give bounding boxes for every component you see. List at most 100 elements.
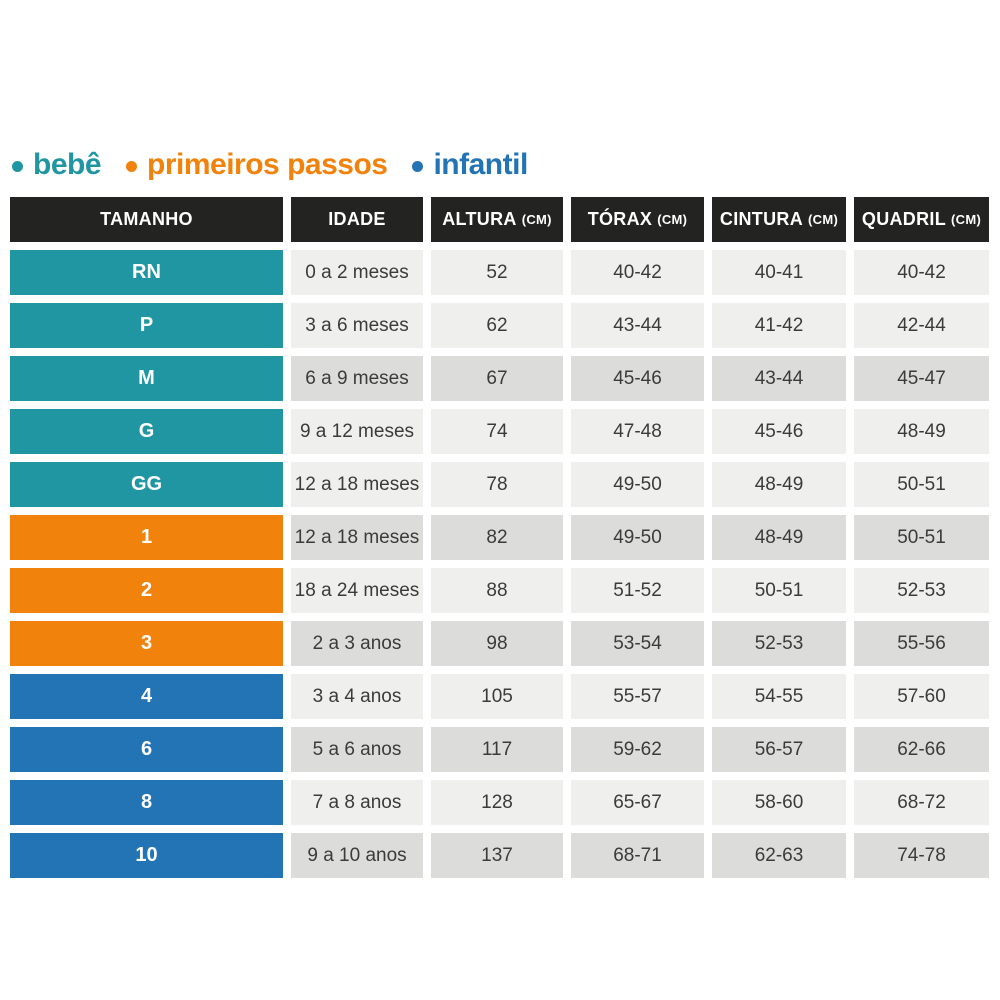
bullet-icon (126, 161, 138, 172)
height-cell: 52 (431, 250, 563, 295)
height-cell: 74 (431, 409, 563, 454)
waist-cell: 45-46 (712, 409, 846, 454)
chest-cell: 59-62 (571, 727, 704, 772)
size-cell-10: 10 (10, 833, 283, 878)
waist-cell: 62-63 (712, 833, 846, 878)
hip-cell: 55-56 (854, 621, 989, 666)
chest-cell: 47-48 (571, 409, 704, 454)
height-cell: 82 (431, 515, 563, 560)
waist-cell: 48-49 (712, 462, 846, 507)
column-header-unit: (CM) (951, 212, 982, 227)
legend-item-primeiros-passos: primeiros passos (126, 148, 388, 182)
size-cell-1: 1 (10, 515, 283, 560)
height-cell: 62 (431, 303, 563, 348)
size-cell-3: 3 (10, 621, 283, 666)
bullet-icon (412, 161, 424, 172)
size-table: TAMANHO IDADE ALTURA (CM) TÓRAX (CM) CINTURA (C… (10, 197, 989, 878)
hip-cell: 40-42 (854, 250, 989, 295)
waist-cell: 43-44 (712, 356, 846, 401)
chest-cell: 49-50 (571, 462, 704, 507)
age-cell: 6 a 9 meses (291, 356, 423, 401)
hip-cell: 52-53 (854, 568, 989, 613)
size-cell-P: P (10, 303, 283, 348)
column-header-label: ALTURA (442, 209, 517, 229)
legend-item-bebe: bebê (12, 148, 102, 182)
legend: bebê primeiros passos infantil (12, 148, 528, 182)
chest-cell: 40-42 (571, 250, 704, 295)
waist-cell: 56-57 (712, 727, 846, 772)
age-cell: 3 a 6 meses (291, 303, 423, 348)
waist-cell: 50-51 (712, 568, 846, 613)
hip-cell: 48-49 (854, 409, 989, 454)
column-header-unit: (CM) (657, 212, 688, 227)
legend-label: infantil (433, 148, 528, 181)
column-header-cintura: CINTURA (CM) (712, 197, 846, 242)
column-header-idade: IDADE (291, 197, 423, 242)
size-cell-RN: RN (10, 250, 283, 295)
height-cell: 137 (431, 833, 563, 878)
height-cell: 117 (431, 727, 563, 772)
waist-cell: 41-42 (712, 303, 846, 348)
size-cell-GG: GG (10, 462, 283, 507)
size-cell-2: 2 (10, 568, 283, 613)
age-cell: 9 a 10 anos (291, 833, 423, 878)
height-cell: 67 (431, 356, 563, 401)
age-cell: 5 a 6 anos (291, 727, 423, 772)
hip-cell: 42-44 (854, 303, 989, 348)
height-cell: 128 (431, 780, 563, 825)
column-header-altura: ALTURA (CM) (431, 197, 563, 242)
legend-label: bebê (33, 148, 102, 181)
size-cell-G: G (10, 409, 283, 454)
age-cell: 9 a 12 meses (291, 409, 423, 454)
legend-item-infantil: infantil (412, 148, 528, 182)
chest-cell: 51-52 (571, 568, 704, 613)
size-cell-M: M (10, 356, 283, 401)
column-header-unit: (CM) (521, 212, 552, 227)
waist-cell: 58-60 (712, 780, 846, 825)
hip-cell: 68-72 (854, 780, 989, 825)
column-header-tamanho: TAMANHO (10, 197, 283, 242)
column-header-label: CINTURA (719, 209, 803, 229)
hip-cell: 74-78 (854, 833, 989, 878)
column-header-unit: (CM) (808, 212, 839, 227)
hip-cell: 62-66 (854, 727, 989, 772)
hip-cell: 50-51 (854, 515, 989, 560)
column-header-label: TÓRAX (587, 209, 653, 229)
size-cell-6: 6 (10, 727, 283, 772)
waist-cell: 40-41 (712, 250, 846, 295)
hip-cell: 45-47 (854, 356, 989, 401)
age-cell: 12 a 18 meses (291, 515, 423, 560)
legend-label: primeiros passos (147, 148, 388, 181)
hip-cell: 57-60 (854, 674, 989, 719)
column-header-label: TAMANHO (100, 209, 193, 229)
age-cell: 7 a 8 anos (291, 780, 423, 825)
chest-cell: 68-71 (571, 833, 704, 878)
waist-cell: 52-53 (712, 621, 846, 666)
age-cell: 3 a 4 anos (291, 674, 423, 719)
height-cell: 88 (431, 568, 563, 613)
column-header-quadril: QUADRIL (CM) (854, 197, 989, 242)
hip-cell: 50-51 (854, 462, 989, 507)
age-cell: 2 a 3 anos (291, 621, 423, 666)
age-cell: 0 a 2 meses (291, 250, 423, 295)
column-header-label: IDADE (328, 209, 386, 229)
chest-cell: 65-67 (571, 780, 704, 825)
height-cell: 105 (431, 674, 563, 719)
chest-cell: 53-54 (571, 621, 704, 666)
height-cell: 98 (431, 621, 563, 666)
chest-cell: 55-57 (571, 674, 704, 719)
height-cell: 78 (431, 462, 563, 507)
bullet-icon (12, 161, 23, 172)
size-cell-8: 8 (10, 780, 283, 825)
column-header-torax: TÓRAX (CM) (571, 197, 704, 242)
size-cell-4: 4 (10, 674, 283, 719)
column-header-label: QUADRIL (861, 209, 946, 229)
age-cell: 12 a 18 meses (291, 462, 423, 507)
chest-cell: 43-44 (571, 303, 704, 348)
chest-cell: 45-46 (571, 356, 704, 401)
age-cell: 18 a 24 meses (291, 568, 423, 613)
waist-cell: 54-55 (712, 674, 846, 719)
waist-cell: 48-49 (712, 515, 846, 560)
chest-cell: 49-50 (571, 515, 704, 560)
